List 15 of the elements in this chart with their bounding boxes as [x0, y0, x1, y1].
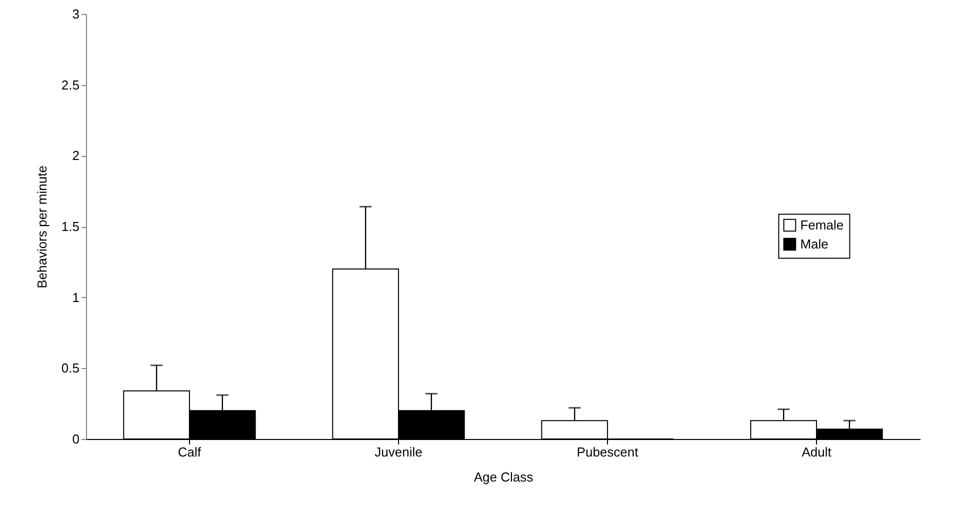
x-axis-title: Age Class [474, 470, 534, 484]
y-tick-label: 0.5 [61, 360, 80, 376]
y-axis-title: Behaviors per minute [34, 166, 50, 288]
x-tick-label: Calf [178, 444, 202, 460]
y-tick-label: 3 [72, 6, 80, 22]
y-tick-label: 0 [72, 432, 80, 446]
legend-label: Female [800, 217, 844, 232]
y-tick-label: 2.5 [61, 77, 80, 92]
x-tick-label: Pubescent [576, 444, 639, 460]
x-tick-label: Adult [802, 444, 832, 460]
y-tick-label: 1 [72, 290, 80, 305]
y-tick-label: 2 [72, 148, 80, 164]
y-tick-label: 1.5 [61, 219, 80, 234]
x-tick-label: Juvenile [374, 444, 422, 460]
legend-label: Male [800, 236, 828, 252]
